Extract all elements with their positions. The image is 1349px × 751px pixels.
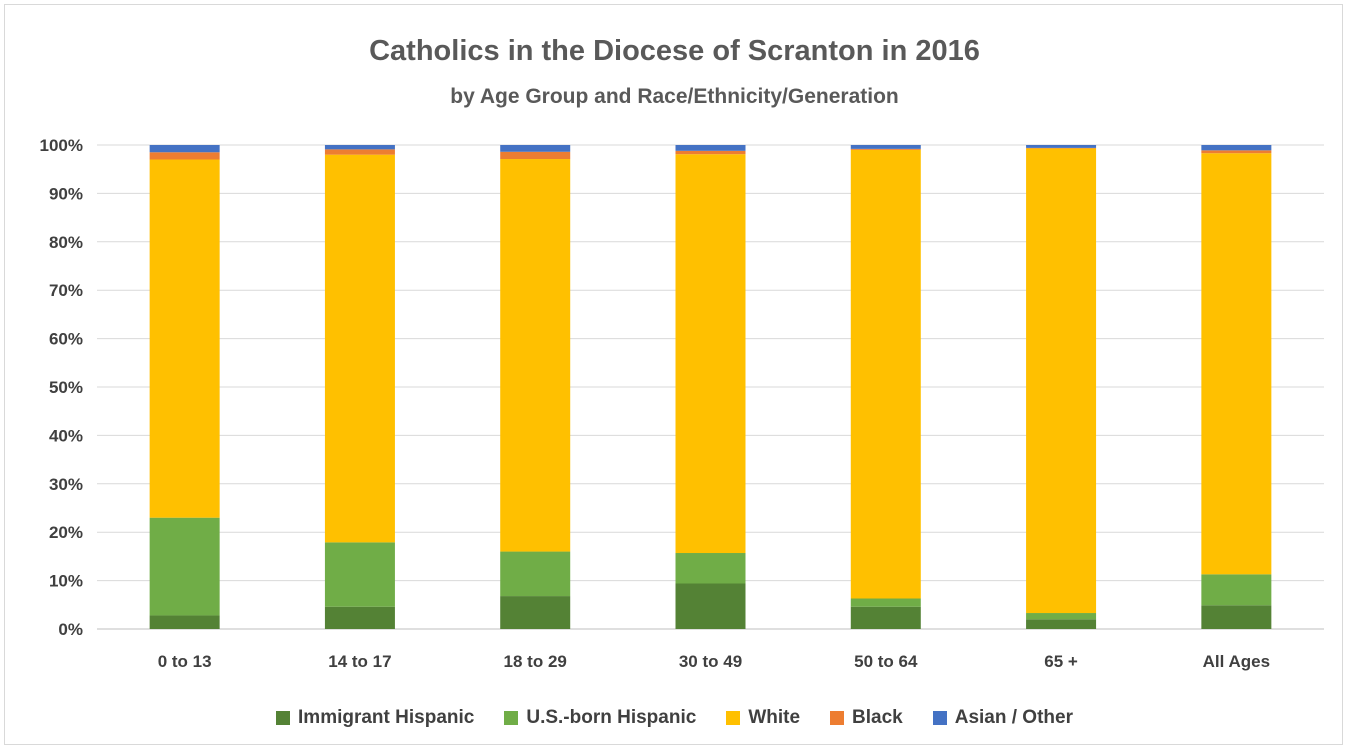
legend: Immigrant Hispanic U.S.-born Hispanic Whit… xyxy=(5,707,1344,729)
legend-item: Asian / Other xyxy=(932,707,1073,729)
bar-segment xyxy=(149,145,220,153)
bar-segment xyxy=(1026,145,1097,148)
y-tick-label: 80% xyxy=(49,233,83,252)
bar-segment xyxy=(500,151,571,160)
legend-label: U.S.-born Hispanic xyxy=(526,707,697,728)
bar-segment xyxy=(850,148,921,150)
bar-segment xyxy=(324,145,395,150)
bar-segment xyxy=(324,149,395,155)
bar-segment xyxy=(850,145,921,149)
chart-title: Catholics in the Diocese of Scranton in … xyxy=(369,35,980,67)
bar-segment xyxy=(324,154,395,543)
bar-segment xyxy=(149,159,220,518)
bar-segment xyxy=(675,553,746,584)
y-tick-label: 20% xyxy=(49,523,83,542)
x-tick-label: 18 to 29 xyxy=(504,652,567,671)
bar-segment xyxy=(500,145,571,152)
plot-area: 0% 10% 20% 30% 40% 50% 60% 70% 80% 90% 100% 0 to 13… xyxy=(40,136,1324,671)
bar-segment xyxy=(675,583,746,629)
legend-swatch xyxy=(726,711,741,725)
y-tick-label: 70% xyxy=(49,281,83,300)
legend-swatch xyxy=(276,711,291,725)
legend-swatch xyxy=(504,711,519,725)
x-tick-label: 30 to 49 xyxy=(679,652,742,671)
legend-swatch xyxy=(830,711,845,725)
legend-item: U.S.-born Hispanic xyxy=(504,707,696,729)
bar-segment xyxy=(1026,613,1097,620)
x-tick-label: 14 to 17 xyxy=(328,652,391,671)
bar-segment xyxy=(149,517,220,616)
legend-label: Asian / Other xyxy=(954,707,1073,728)
bar-segment xyxy=(1201,150,1272,154)
bar-segment xyxy=(850,598,921,607)
bar-segment xyxy=(500,159,571,552)
bar-segment xyxy=(500,551,571,597)
x-tick-label: 65 + xyxy=(1044,652,1078,671)
bar-segment xyxy=(1201,145,1272,151)
chart-frame: Catholics in the Diocese of Scranton in … xyxy=(4,4,1343,745)
y-tick-label: 50% xyxy=(49,378,83,397)
chart-subtitle: by Age Group and Race/Ethnicity/Generati… xyxy=(450,85,899,108)
legend-label: White xyxy=(748,707,801,728)
y-tick-label: 90% xyxy=(49,184,83,203)
bar-segment xyxy=(149,615,220,629)
legend-label: Black xyxy=(852,707,903,728)
x-tick-label: All Ages xyxy=(1203,652,1270,671)
y-tick-label: 30% xyxy=(49,475,83,494)
y-tick-label: 60% xyxy=(49,330,83,349)
bar-segment xyxy=(324,606,395,629)
bar-segment xyxy=(1201,574,1272,606)
bar-segment xyxy=(1026,148,1097,614)
legend-item: Black xyxy=(830,707,903,729)
bar-segment xyxy=(675,154,746,554)
legend-item: White xyxy=(726,707,800,729)
bar-segment xyxy=(324,542,395,607)
bar-segment xyxy=(149,152,220,160)
bar-segment xyxy=(675,145,746,151)
y-tick-label: 0% xyxy=(58,620,83,639)
y-tick-label: 10% xyxy=(49,572,83,591)
x-tick-label: 0 to 13 xyxy=(158,652,212,671)
bar-segment xyxy=(1201,153,1272,575)
bar-segment xyxy=(675,150,746,155)
bar-segment xyxy=(1026,619,1097,629)
y-tick-label: 40% xyxy=(49,426,83,445)
y-tick-label: 100% xyxy=(40,136,83,155)
legend-swatch xyxy=(932,711,947,725)
bar-segment xyxy=(850,606,921,629)
bar-segment xyxy=(850,149,921,599)
bar-segment xyxy=(1201,605,1272,629)
legend-item: Immigrant Hispanic xyxy=(276,707,474,729)
legend-label: Immigrant Hispanic xyxy=(298,707,475,728)
bar-segment xyxy=(500,596,571,629)
x-tick-label: 50 to 64 xyxy=(854,652,918,671)
